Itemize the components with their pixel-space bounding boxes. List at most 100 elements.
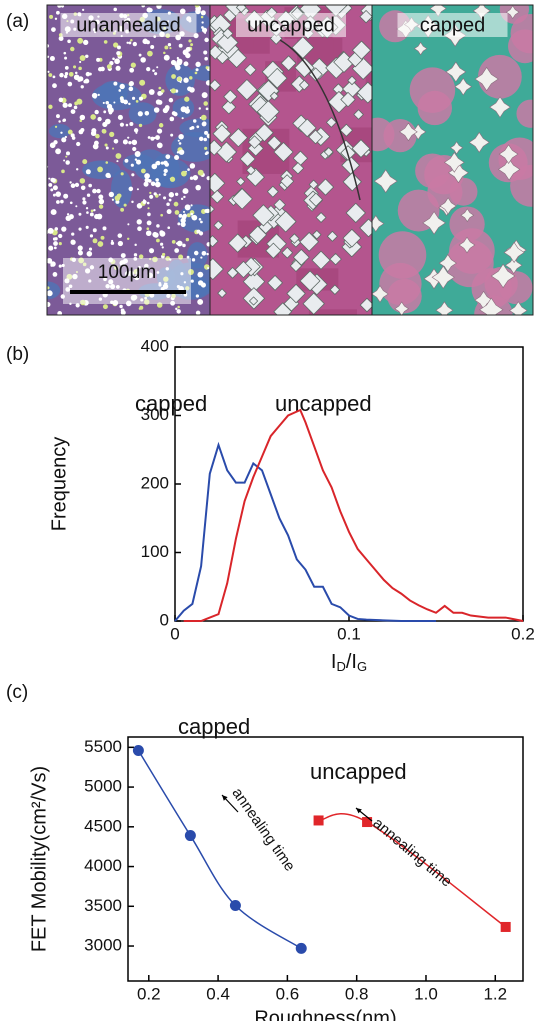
flake <box>474 66 499 92</box>
flake <box>340 91 356 108</box>
flake <box>182 210 186 213</box>
flake <box>50 188 54 192</box>
flake <box>48 104 53 110</box>
flake <box>137 111 143 117</box>
flake <box>245 165 256 176</box>
flake <box>195 8 201 15</box>
flake <box>47 55 50 58</box>
flake <box>503 241 525 264</box>
flake <box>170 133 174 137</box>
flake <box>116 66 120 71</box>
flake <box>205 66 209 70</box>
flake <box>67 39 71 44</box>
flake <box>155 99 162 105</box>
arrow-head <box>356 808 362 814</box>
flake <box>243 63 257 77</box>
flake <box>92 228 97 233</box>
flake <box>67 104 70 107</box>
flake <box>120 310 126 315</box>
flake <box>149 194 154 199</box>
flake <box>80 127 85 132</box>
flake <box>138 96 144 101</box>
flake <box>67 81 73 87</box>
flake <box>266 185 279 198</box>
y-tick-label: 5500 <box>84 737 122 756</box>
point <box>184 830 196 842</box>
flake <box>74 182 80 188</box>
flake <box>497 158 521 181</box>
flake <box>109 60 114 66</box>
flake <box>142 199 147 205</box>
flake <box>78 212 82 216</box>
flake <box>177 305 180 309</box>
flake <box>75 303 80 308</box>
flake <box>228 127 249 148</box>
flake <box>89 212 94 217</box>
flake <box>176 309 181 314</box>
flake <box>163 51 166 55</box>
flake <box>298 79 310 91</box>
x-axis-label-part: I <box>331 651 337 673</box>
series-label: capped <box>178 714 250 739</box>
flake <box>123 203 127 207</box>
flake <box>174 192 179 196</box>
flake <box>49 14 54 19</box>
flake <box>143 181 149 187</box>
flake <box>236 176 246 187</box>
flake <box>210 235 219 248</box>
flake <box>206 133 210 139</box>
flake <box>96 188 101 194</box>
flake <box>221 99 237 115</box>
flake <box>71 232 75 236</box>
flake <box>63 159 66 162</box>
flake <box>161 252 166 257</box>
patch <box>365 68 372 89</box>
flake <box>267 274 284 291</box>
flake <box>165 154 171 160</box>
flake <box>194 5 200 8</box>
flake <box>140 57 146 63</box>
point <box>295 942 307 954</box>
flake <box>207 267 210 270</box>
flake <box>185 237 190 242</box>
flake <box>171 239 176 244</box>
flake <box>69 201 73 205</box>
flake <box>273 198 286 212</box>
flake <box>97 93 100 97</box>
flake <box>88 183 92 188</box>
flake <box>64 135 68 139</box>
flake <box>97 116 102 122</box>
flake <box>82 8 85 12</box>
flake <box>315 212 327 224</box>
flake <box>178 133 184 140</box>
flake <box>135 100 139 103</box>
series-line <box>174 441 436 622</box>
flake <box>75 205 78 208</box>
flake <box>60 131 63 134</box>
flake <box>190 279 194 283</box>
patch <box>48 124 71 139</box>
flake <box>107 107 114 114</box>
flake <box>61 137 67 143</box>
flake <box>131 173 135 177</box>
flake <box>105 100 110 105</box>
scale-bg <box>63 258 191 304</box>
flake <box>130 38 133 42</box>
flake <box>70 239 76 245</box>
flake <box>160 242 164 246</box>
flake <box>201 121 207 127</box>
flake <box>146 227 150 231</box>
patch <box>308 309 357 315</box>
flake <box>134 151 141 157</box>
flake <box>422 211 446 235</box>
flake <box>180 217 186 224</box>
flake <box>77 37 84 44</box>
flake <box>98 194 104 200</box>
flake <box>116 51 121 56</box>
flake <box>158 86 162 90</box>
flake <box>58 36 64 41</box>
halo <box>417 90 453 126</box>
flake <box>177 222 181 226</box>
halo <box>449 228 495 274</box>
flake <box>119 122 125 127</box>
